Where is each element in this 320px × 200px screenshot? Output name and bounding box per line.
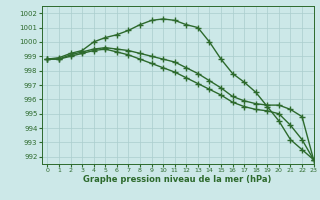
X-axis label: Graphe pression niveau de la mer (hPa): Graphe pression niveau de la mer (hPa) — [84, 175, 272, 184]
